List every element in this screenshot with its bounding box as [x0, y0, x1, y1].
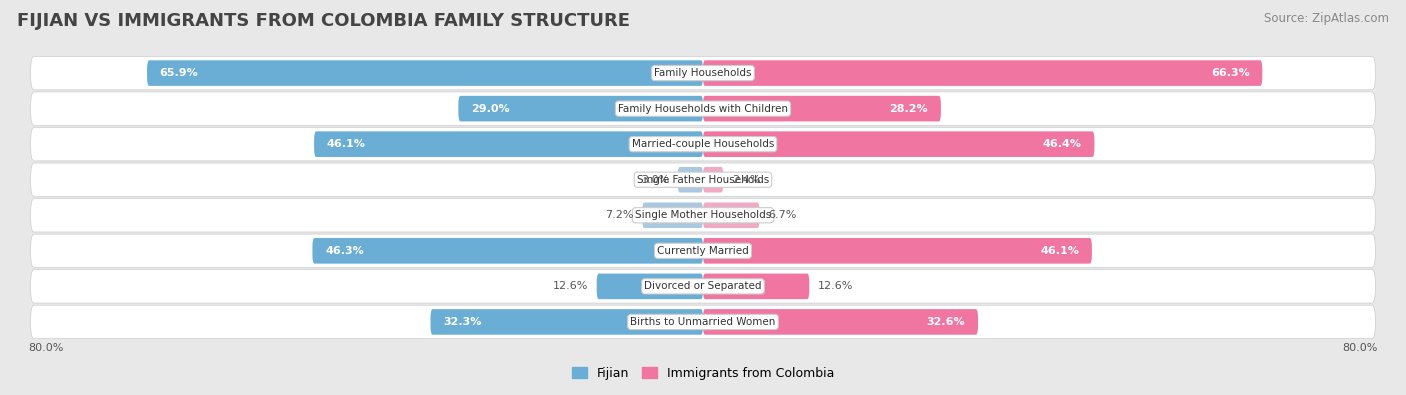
Text: 2.4%: 2.4%	[731, 175, 761, 185]
Text: Single Mother Households: Single Mother Households	[636, 210, 770, 220]
Text: Family Households with Children: Family Households with Children	[619, 103, 787, 114]
Text: FIJIAN VS IMMIGRANTS FROM COLOMBIA FAMILY STRUCTURE: FIJIAN VS IMMIGRANTS FROM COLOMBIA FAMIL…	[17, 12, 630, 30]
Text: 80.0%: 80.0%	[28, 342, 63, 353]
Text: 32.3%: 32.3%	[443, 317, 481, 327]
FancyBboxPatch shape	[678, 167, 703, 192]
Text: Source: ZipAtlas.com: Source: ZipAtlas.com	[1264, 12, 1389, 25]
FancyBboxPatch shape	[31, 234, 1375, 267]
Text: Family Households: Family Households	[654, 68, 752, 78]
FancyBboxPatch shape	[703, 167, 723, 192]
Text: 46.4%: 46.4%	[1043, 139, 1081, 149]
FancyBboxPatch shape	[430, 309, 703, 335]
FancyBboxPatch shape	[148, 60, 703, 86]
FancyBboxPatch shape	[643, 203, 703, 228]
Text: 46.1%: 46.1%	[1040, 246, 1080, 256]
FancyBboxPatch shape	[703, 309, 979, 335]
FancyBboxPatch shape	[703, 238, 1092, 263]
Text: 46.1%: 46.1%	[326, 139, 366, 149]
FancyBboxPatch shape	[31, 199, 1375, 232]
Text: 12.6%: 12.6%	[553, 281, 588, 292]
Text: 46.3%: 46.3%	[325, 246, 364, 256]
FancyBboxPatch shape	[703, 132, 1094, 157]
Text: 29.0%: 29.0%	[471, 103, 509, 114]
FancyBboxPatch shape	[596, 274, 703, 299]
Text: 12.6%: 12.6%	[818, 281, 853, 292]
FancyBboxPatch shape	[31, 56, 1375, 90]
Text: 80.0%: 80.0%	[1343, 342, 1378, 353]
Text: Married-couple Households: Married-couple Households	[631, 139, 775, 149]
Text: Births to Unmarried Women: Births to Unmarried Women	[630, 317, 776, 327]
FancyBboxPatch shape	[31, 270, 1375, 303]
FancyBboxPatch shape	[31, 92, 1375, 125]
FancyBboxPatch shape	[703, 96, 941, 121]
FancyBboxPatch shape	[703, 203, 759, 228]
FancyBboxPatch shape	[312, 238, 703, 263]
Text: 28.2%: 28.2%	[890, 103, 928, 114]
Legend: Fijian, Immigrants from Colombia: Fijian, Immigrants from Colombia	[567, 362, 839, 385]
Text: Currently Married: Currently Married	[657, 246, 749, 256]
Text: 65.9%: 65.9%	[160, 68, 198, 78]
Text: 6.7%: 6.7%	[768, 210, 796, 220]
Text: Single Father Households: Single Father Households	[637, 175, 769, 185]
Text: 3.0%: 3.0%	[641, 175, 669, 185]
Text: 32.6%: 32.6%	[927, 317, 966, 327]
FancyBboxPatch shape	[703, 274, 810, 299]
FancyBboxPatch shape	[31, 163, 1375, 196]
Text: 7.2%: 7.2%	[606, 210, 634, 220]
FancyBboxPatch shape	[31, 305, 1375, 339]
Text: Divorced or Separated: Divorced or Separated	[644, 281, 762, 292]
FancyBboxPatch shape	[31, 128, 1375, 161]
FancyBboxPatch shape	[314, 132, 703, 157]
Text: 66.3%: 66.3%	[1211, 68, 1250, 78]
FancyBboxPatch shape	[458, 96, 703, 121]
FancyBboxPatch shape	[703, 60, 1263, 86]
